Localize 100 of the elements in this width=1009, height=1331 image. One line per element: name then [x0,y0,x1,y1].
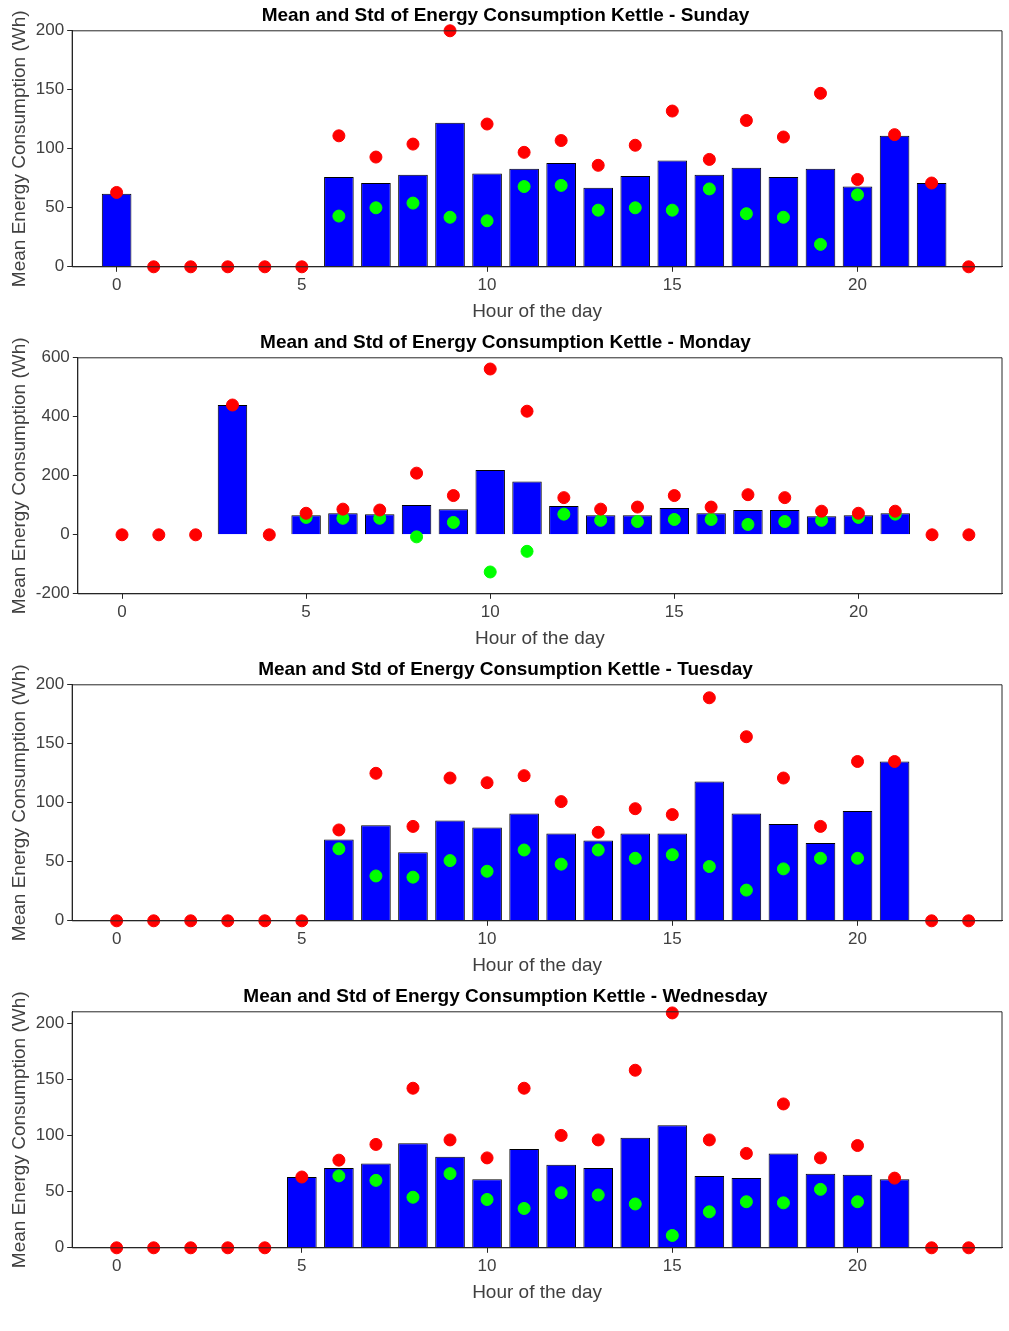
point [110,914,124,928]
point [813,86,827,100]
point [184,914,198,928]
point [369,1137,383,1151]
y-axis-title: Mean Energy Consumption (Wh) [7,991,29,1269]
x-tick-label: 10 [477,1255,497,1275]
x-axis-title: Hour of the day [474,626,606,648]
y-tick-label: 50 [45,851,65,871]
x-tick-label: 5 [297,928,307,948]
x-tick-label: 5 [301,601,311,621]
y-axis-title: Mean Energy Consumption (Wh) [7,10,29,288]
point [295,260,309,274]
point [295,914,309,928]
point [628,201,642,215]
x-tick-label: 10 [477,274,497,294]
point [591,203,605,217]
x-tick-label: 20 [848,1255,867,1275]
y-tick-label: 200 [35,674,65,694]
point [813,1182,827,1196]
chart-title: Mean and Std of Energy Consumption Kettle - Monday [260,330,752,352]
point [888,128,902,142]
point [369,201,383,215]
point [147,914,161,928]
point [443,854,457,868]
x-tick-label: 10 [477,928,497,948]
point [517,769,531,783]
point [962,914,976,928]
point [702,182,716,196]
point [480,864,494,878]
point [443,24,457,38]
point [778,491,792,505]
x-tick-label: 5 [297,274,307,294]
point [702,691,716,705]
x-tick-label: 0 [111,274,122,294]
point [483,565,497,579]
point [295,1170,309,1184]
point [628,1197,642,1211]
point [628,1063,642,1077]
point [299,506,313,520]
point [332,823,346,837]
point [332,129,346,143]
point [520,544,534,558]
point [888,755,902,768]
y-tick-label: 200 [35,1012,65,1032]
y-tick-label: 0 [54,1237,65,1257]
point [517,180,531,194]
x-axis-title: Hour of the day [472,953,603,975]
point [741,488,755,502]
chart-title: Mean and Std of Energy Consumption Kettle - Sunday [261,3,750,25]
point [925,1241,939,1255]
point [739,1195,753,1209]
x-tick-label: 15 [662,928,682,948]
point [483,362,497,376]
y-tick-label: 150 [35,1068,65,1088]
point [258,1241,272,1255]
point [517,1081,531,1095]
point [406,1081,420,1095]
chart-title: Mean and Std of Energy Consumption Kettle - Wednesday [243,984,769,1006]
point [628,802,642,816]
point [851,1139,865,1153]
point [813,1151,827,1165]
point [925,914,939,928]
point [373,503,387,517]
point [851,172,865,186]
point [962,528,976,542]
point [410,466,424,480]
y-tick-label: 100 [35,1125,65,1145]
point [628,851,642,865]
point [665,1228,679,1242]
point [813,819,827,833]
point [369,869,383,883]
point [667,489,681,503]
y-tick-label: 0 [60,524,70,544]
point [704,500,718,514]
x-tick-label: 20 [848,928,867,948]
y-axis-title: Mean Energy Consumption (Wh) [7,664,29,942]
y-tick-label: 200 [41,465,70,485]
x-tick-label: 0 [117,601,127,621]
point [815,504,829,518]
y-tick-label: 100 [35,792,65,812]
x-tick-label: 15 [662,1255,682,1275]
point [406,819,420,833]
point [517,145,531,159]
point [962,260,976,274]
y-tick-label: 0 [54,256,65,276]
y-tick-label: 0 [54,910,65,930]
x-tick-label: 0 [111,928,122,948]
point [446,489,460,503]
point [336,502,350,516]
point [628,138,642,152]
x-tick-label: 15 [664,601,684,621]
point [591,843,605,857]
point [443,1167,457,1181]
point [739,883,753,897]
point [554,795,568,809]
point [369,766,383,780]
point [554,857,568,871]
point [665,808,679,822]
y-tick-label: 400 [41,406,70,426]
x-tick-label: 5 [297,1255,307,1275]
